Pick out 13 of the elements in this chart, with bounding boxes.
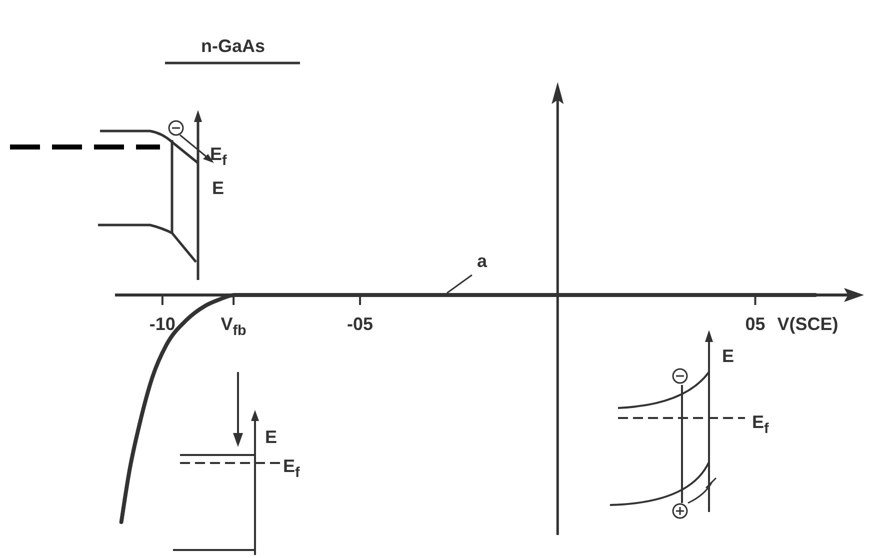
annotation: E$_{f}$ (752, 412, 770, 437)
annotation: E (265, 427, 278, 447)
annotation: E (722, 346, 734, 366)
annotation: a (476, 251, 488, 271)
x-tick-label: -10 (149, 314, 176, 334)
text: E$_{f}$ (210, 144, 228, 169)
chart-title: n-GaAs (200, 36, 266, 56)
x-tick-label: 05 (745, 314, 766, 334)
x-tick-label: V$_{fb}$ (220, 314, 247, 339)
x-tick-label: -05 (347, 314, 374, 334)
x-axis-title: V(SCE) (777, 314, 838, 334)
annotation: E$_{f}$ (283, 456, 300, 481)
text: E (212, 178, 224, 198)
